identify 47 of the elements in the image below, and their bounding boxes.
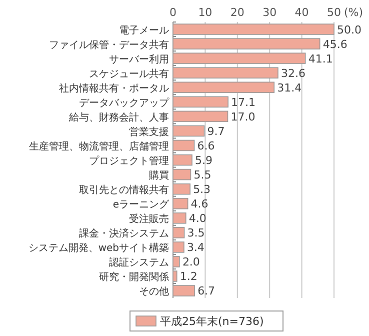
text: 5.5 bbox=[194, 168, 212, 182]
text: 3.5 bbox=[187, 226, 205, 240]
y-tick-label: 取引先との情報共有 bbox=[79, 184, 169, 196]
text: 41.1 bbox=[308, 52, 333, 66]
y-tick-label: 認証システム bbox=[109, 256, 169, 269]
y-tick-label: その他 bbox=[139, 286, 169, 298]
text: 6.6 bbox=[197, 139, 215, 152]
text: 31.4 bbox=[277, 81, 302, 94]
y-tick-label: 電子メール bbox=[119, 25, 169, 36]
y-tick-label: 研究・開発関係 bbox=[99, 271, 169, 284]
text: 32.6 bbox=[280, 66, 306, 80]
y-tick-label: 課金・決済システム bbox=[79, 228, 169, 240]
legend-label: 平成25年末(n=736) bbox=[160, 315, 264, 328]
text: 5.9 bbox=[195, 154, 212, 167]
legend: 平成25年末(n=736) bbox=[130, 310, 284, 332]
text: 5.3 bbox=[193, 183, 211, 196]
y-tick-label: 生産管理、物流管理、店舗管理 bbox=[29, 140, 169, 152]
x-tick-label: 0 bbox=[170, 6, 176, 19]
y-tick-label: サーバー利用 bbox=[109, 53, 169, 66]
y-tick-label: 購買 bbox=[149, 170, 169, 182]
y-tick-label: eラーニング bbox=[112, 200, 170, 211]
text: 17.1 bbox=[231, 96, 256, 109]
y-tick-label: プロジェクト管理 bbox=[89, 155, 169, 167]
text: 1.2 bbox=[180, 270, 198, 284]
text: 6.7 bbox=[198, 284, 216, 298]
text: 50.0 bbox=[337, 23, 362, 36]
text: 2.0 bbox=[182, 256, 200, 269]
x-tick-label: 10 bbox=[198, 6, 212, 19]
y-tick-label: ファイル保管・データ共有 bbox=[49, 38, 169, 51]
text: 4.6 bbox=[190, 198, 208, 211]
y-tick-label: データバックアップ bbox=[79, 96, 170, 109]
x-tick-label: 50 bbox=[327, 6, 341, 19]
x-tick-label: 30 bbox=[262, 6, 277, 19]
y-tick-label: 社内情報共有・ポータル bbox=[59, 82, 169, 94]
y-tick-label: 営業支援 bbox=[129, 126, 169, 138]
text: 9.7 bbox=[207, 124, 225, 138]
text: 45.6 bbox=[322, 38, 348, 51]
text: 4.0 bbox=[188, 212, 206, 226]
x-tick-label: 20 bbox=[230, 6, 244, 19]
text: 17.0 bbox=[230, 110, 256, 124]
y-tick-label: 受注販売 bbox=[129, 213, 169, 226]
text: 3.4 bbox=[186, 241, 204, 254]
x-axis-title: (%) bbox=[344, 6, 364, 19]
y-tick-label: システム開発、webサイト構築 bbox=[28, 242, 169, 254]
x-tick-label: 40 bbox=[294, 6, 309, 19]
y-tick-label: スケジュール共有 bbox=[89, 68, 169, 80]
y-tick-label: 給与、財務会計、人事 bbox=[68, 111, 169, 124]
